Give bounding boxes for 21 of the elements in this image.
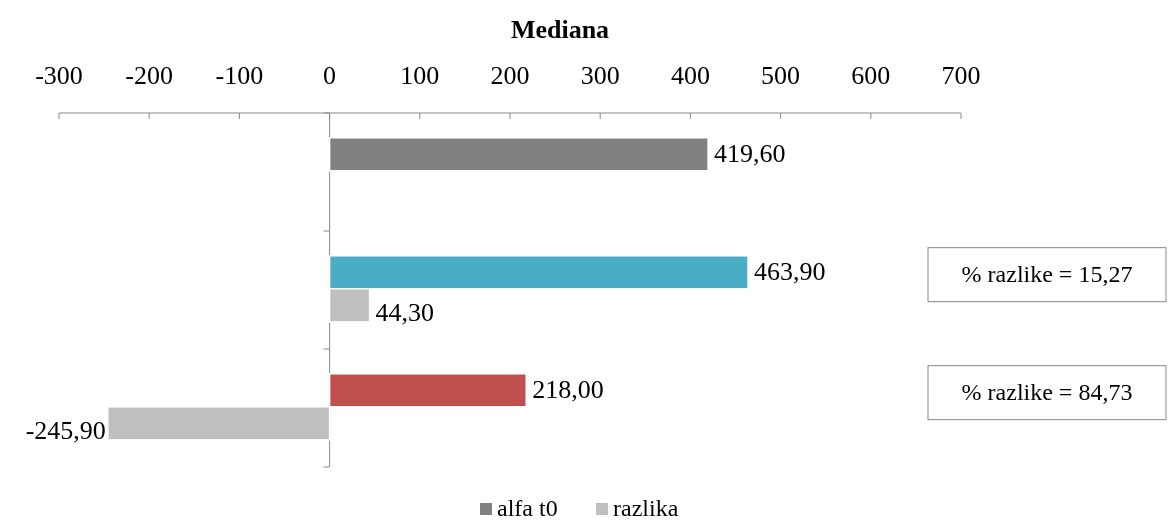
chart-title: Mediana (510, 15, 610, 44)
x-tick-label: 300 (580, 61, 620, 90)
x-tick-label: 600 (851, 61, 891, 90)
x-tick-label: -200 (125, 61, 174, 90)
x-tick-label: -100 (215, 61, 264, 90)
x-tick-label: 400 (670, 61, 710, 90)
x-tick-label: 0 (323, 61, 337, 90)
data-label: 44,30 (375, 298, 435, 328)
data-label: 419,60 (714, 139, 786, 169)
x-tick-label: 200 (490, 61, 530, 90)
text: % razlike = 84,73 (961, 379, 1133, 406)
x-tick-label: -300 (35, 61, 83, 90)
x-tick-label: 700 (941, 61, 981, 90)
data-label: 463,90 (754, 257, 826, 287)
text: % razlike = 15,27 (961, 261, 1133, 288)
x-tick-label: 500 (761, 61, 801, 90)
legend-label: alfa t0 (497, 495, 558, 521)
data-label: -245,90 (25, 416, 106, 446)
legend-label: razlika (613, 495, 679, 521)
x-tick-label: 100 (400, 61, 440, 90)
data-label: 218,00 (532, 375, 604, 405)
